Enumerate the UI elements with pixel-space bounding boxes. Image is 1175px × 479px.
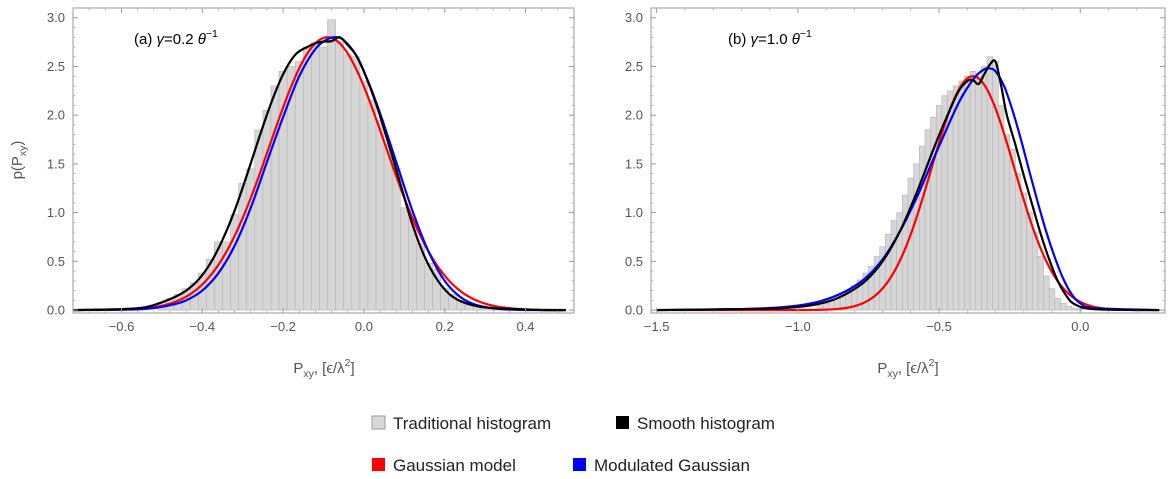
histogram-bar: [964, 75, 971, 311]
histogram-bar: [1043, 275, 1050, 311]
x-axis-label: Pxy, [ϵ/λ2]: [877, 357, 938, 380]
x-tick-label: −0.4: [189, 319, 215, 334]
x-axis-label: Pxy, [ϵ/λ2]: [293, 357, 354, 380]
histogram-bar: [1071, 307, 1078, 311]
histogram-bar: [375, 119, 385, 311]
histogram-bar: [1009, 148, 1016, 311]
legend-label-smooth: Smooth histogram: [637, 414, 775, 433]
y-tick-label: 0.5: [47, 254, 65, 269]
y-tick-label: 0.0: [625, 303, 643, 318]
histogram-bar: [1020, 192, 1027, 311]
histogram-bar: [359, 80, 369, 311]
histogram-bar: [254, 129, 264, 311]
x-tick-label: 0.2: [436, 319, 454, 334]
smooth-histogram-line: [72, 36, 566, 312]
y-axis-label: p(Pxy): [9, 141, 29, 180]
x-tick-label: 0.4: [516, 319, 534, 334]
x-tick-label: 0.0: [355, 319, 373, 334]
y-tick-label: 0.0: [47, 303, 65, 318]
modulated-gaussian-line: [72, 36, 566, 312]
histogram-bar: [1031, 231, 1039, 311]
legend-swatch-modulated: [573, 458, 586, 471]
histogram-bar: [992, 61, 999, 311]
y-tick-label: 2.0: [625, 108, 643, 123]
legend-swatch-traditional: [371, 415, 386, 430]
histogram-bar: [383, 144, 393, 311]
x-tick-label: −1.0: [785, 319, 811, 334]
histogram-bar: [952, 85, 960, 311]
y-tick-label: 1.0: [47, 205, 65, 220]
x-tick-label: −1.5: [644, 319, 670, 334]
histogram-bar: [958, 80, 965, 311]
plot-frame: [650, 7, 1166, 314]
histogram-bar: [981, 66, 988, 311]
y-tick-label: 3.0: [625, 10, 643, 25]
x-tick-label: −0.2: [270, 319, 296, 334]
panel-label: (a) γ=0.2 θ−1: [134, 28, 218, 48]
y-tick-label: 2.0: [47, 108, 65, 123]
histogram-bar: [335, 41, 345, 311]
legend-label-modulated: Modulated Gaussian: [594, 456, 750, 475]
y-tick-label: 3.0: [47, 10, 65, 25]
histogram-bar: [1060, 302, 1067, 311]
y-tick-label: 2.5: [625, 59, 643, 74]
y-tick-label: 1.5: [625, 156, 643, 171]
y-tick-label: 1.0: [625, 205, 643, 220]
histogram-bar: [238, 183, 248, 311]
plot-frame: [72, 7, 575, 314]
histogram-bar: [1054, 298, 1061, 311]
x-tick-label: 0.0: [1071, 319, 1089, 334]
histogram-bar: [975, 75, 982, 311]
y-tick-label: 0.5: [625, 254, 643, 269]
histogram-bar: [319, 46, 328, 311]
histogram-bar: [998, 105, 1005, 311]
histogram-bar: [969, 71, 977, 311]
panel-b: −1.5 −1.0 −0.5 0.0 0.0 0.5 1.0 1.5 2.0 2.5 3.0 (b) …: [625, 7, 1166, 380]
histogram-bar: [343, 54, 353, 311]
x-tick-label: −0.5: [926, 319, 952, 334]
histogram-bar: [1015, 173, 1022, 311]
histogram-bar: [1026, 212, 1033, 311]
histogram-bar: [367, 100, 377, 311]
histogram-bar: [262, 110, 272, 311]
histogram-bar: [1048, 288, 1056, 311]
histogram-bar: [1065, 305, 1073, 311]
y-tick-label: 1.5: [47, 156, 65, 171]
x-tick-label: −0.6: [109, 319, 135, 334]
histogram-bar: [327, 19, 336, 311]
histogram-bar: [890, 220, 898, 311]
legend-swatch-gaussian: [372, 458, 385, 471]
histogram-bar: [294, 61, 304, 311]
legend: Traditional histogram Smooth histogram G…: [371, 414, 775, 475]
histogram-bar: [1037, 256, 1044, 311]
histogram-bar: [399, 207, 409, 311]
histogram-bar: [907, 178, 914, 311]
y-tick-label: 2.5: [47, 59, 65, 74]
legend-label-gaussian: Gaussian model: [393, 456, 516, 475]
histogram-bar: [885, 233, 892, 311]
histogram-bar: [1003, 134, 1010, 311]
histogram-bar: [311, 41, 320, 311]
modulated-gaussian-line: [656, 67, 1160, 312]
histogram-bar: [302, 46, 312, 311]
histogram-bar: [351, 56, 361, 311]
panel-label: (b) γ=1.0 θ−1: [728, 28, 812, 48]
smooth-histogram-line: [656, 59, 1160, 312]
legend-label-traditional: Traditional histogram: [393, 414, 551, 433]
panel-a: −0.6 −0.4 −0.2 0.0 0.2 0.4 0.0 0.5 1.0 1.5 2.0 2.5 3…: [9, 7, 575, 380]
legend-swatch-smooth: [616, 416, 629, 429]
histogram-bar: [391, 168, 401, 311]
